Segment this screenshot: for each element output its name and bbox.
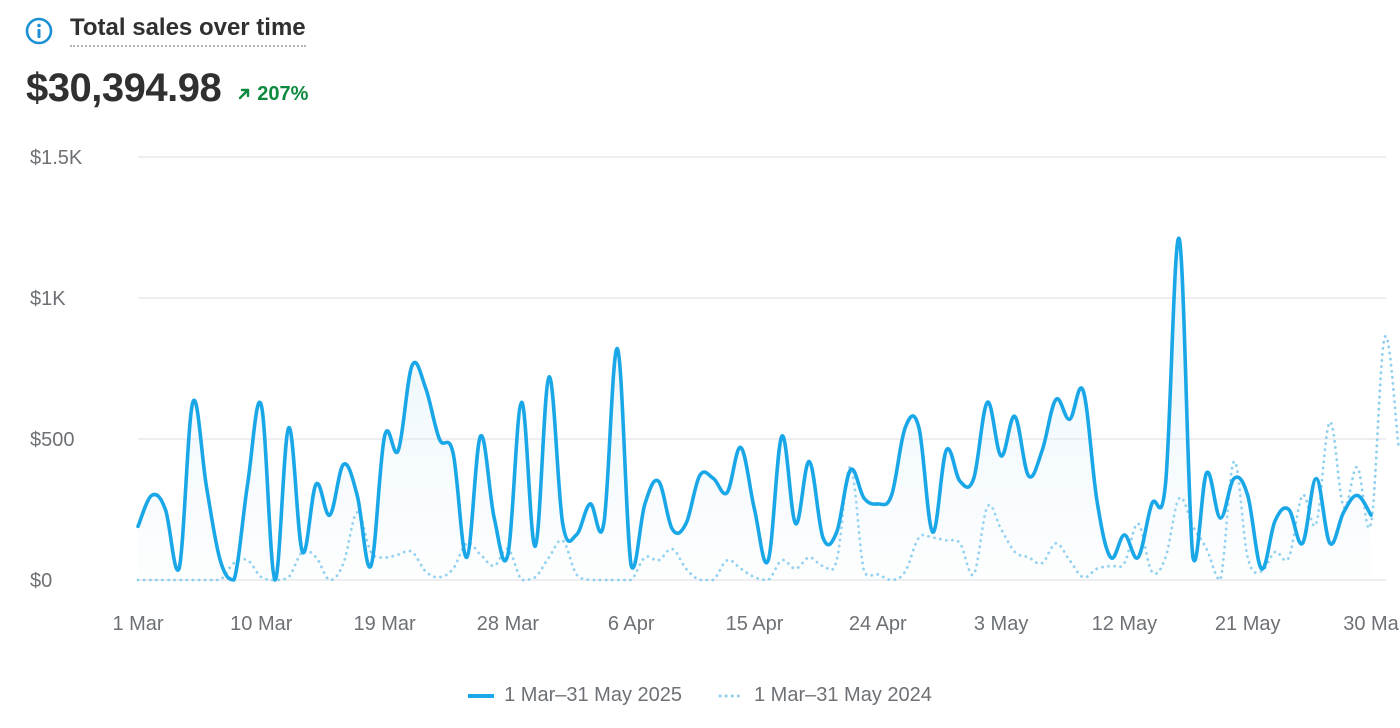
x-tick-label: 6 Apr	[608, 613, 655, 635]
x-tick-label: 24 Apr	[849, 613, 907, 635]
x-tick-label: 10 Mar	[230, 613, 293, 635]
legend-label-previous: 1 Mar–31 May 2024	[754, 684, 932, 706]
chart-title[interactable]: Total sales over time	[70, 14, 306, 47]
plot-area	[136, 236, 1400, 582]
chart-legend: 1 Mar–31 May 2025 1 Mar–31 May 2024	[0, 684, 1400, 707]
series-line-current[interactable]	[136, 236, 1373, 582]
arrow-up-right-icon	[239, 88, 250, 100]
legend-item-current[interactable]: 1 Mar–31 May 2025	[468, 684, 682, 707]
x-tick-label: 3 May	[974, 613, 1028, 635]
dotted-line-swatch-icon	[718, 694, 744, 697]
series-area-current	[138, 238, 1371, 580]
y-tick-label: $1K	[30, 288, 66, 310]
x-tick-label: 21 May	[1215, 613, 1281, 635]
x-tick-label: 15 Apr	[726, 613, 784, 635]
info-icon[interactable]	[24, 16, 54, 46]
x-tick-label: 19 Mar	[353, 613, 416, 635]
y-tick-label: $1.5K	[30, 147, 83, 169]
legend-label-current: 1 Mar–31 May 2025	[504, 684, 682, 706]
total-sales-value: $30,394.98	[26, 66, 222, 110]
x-tick-label: 30 Ma	[1343, 613, 1399, 635]
solid-line-swatch-icon	[468, 693, 495, 698]
change-badge: 207%	[237, 83, 308, 106]
x-tick-label: 28 Mar	[477, 613, 540, 635]
x-tick-label: 12 May	[1092, 613, 1158, 635]
x-tick-label: 1 Mar	[112, 613, 163, 635]
sales-line-chart[interactable]: $0 $500 $1K $1.5K 1 Mar 10 Mar 19 Mar 28 Mar 6 A…	[0, 130, 1400, 660]
y-tick-label: $500	[30, 429, 75, 451]
change-percent: 207%	[257, 82, 309, 105]
y-tick-label: $0	[30, 570, 52, 592]
summary: $30,394.98 207%	[26, 66, 308, 111]
chart-header: Total sales over time	[24, 14, 306, 47]
legend-item-previous[interactable]: 1 Mar–31 May 2024	[718, 684, 932, 707]
